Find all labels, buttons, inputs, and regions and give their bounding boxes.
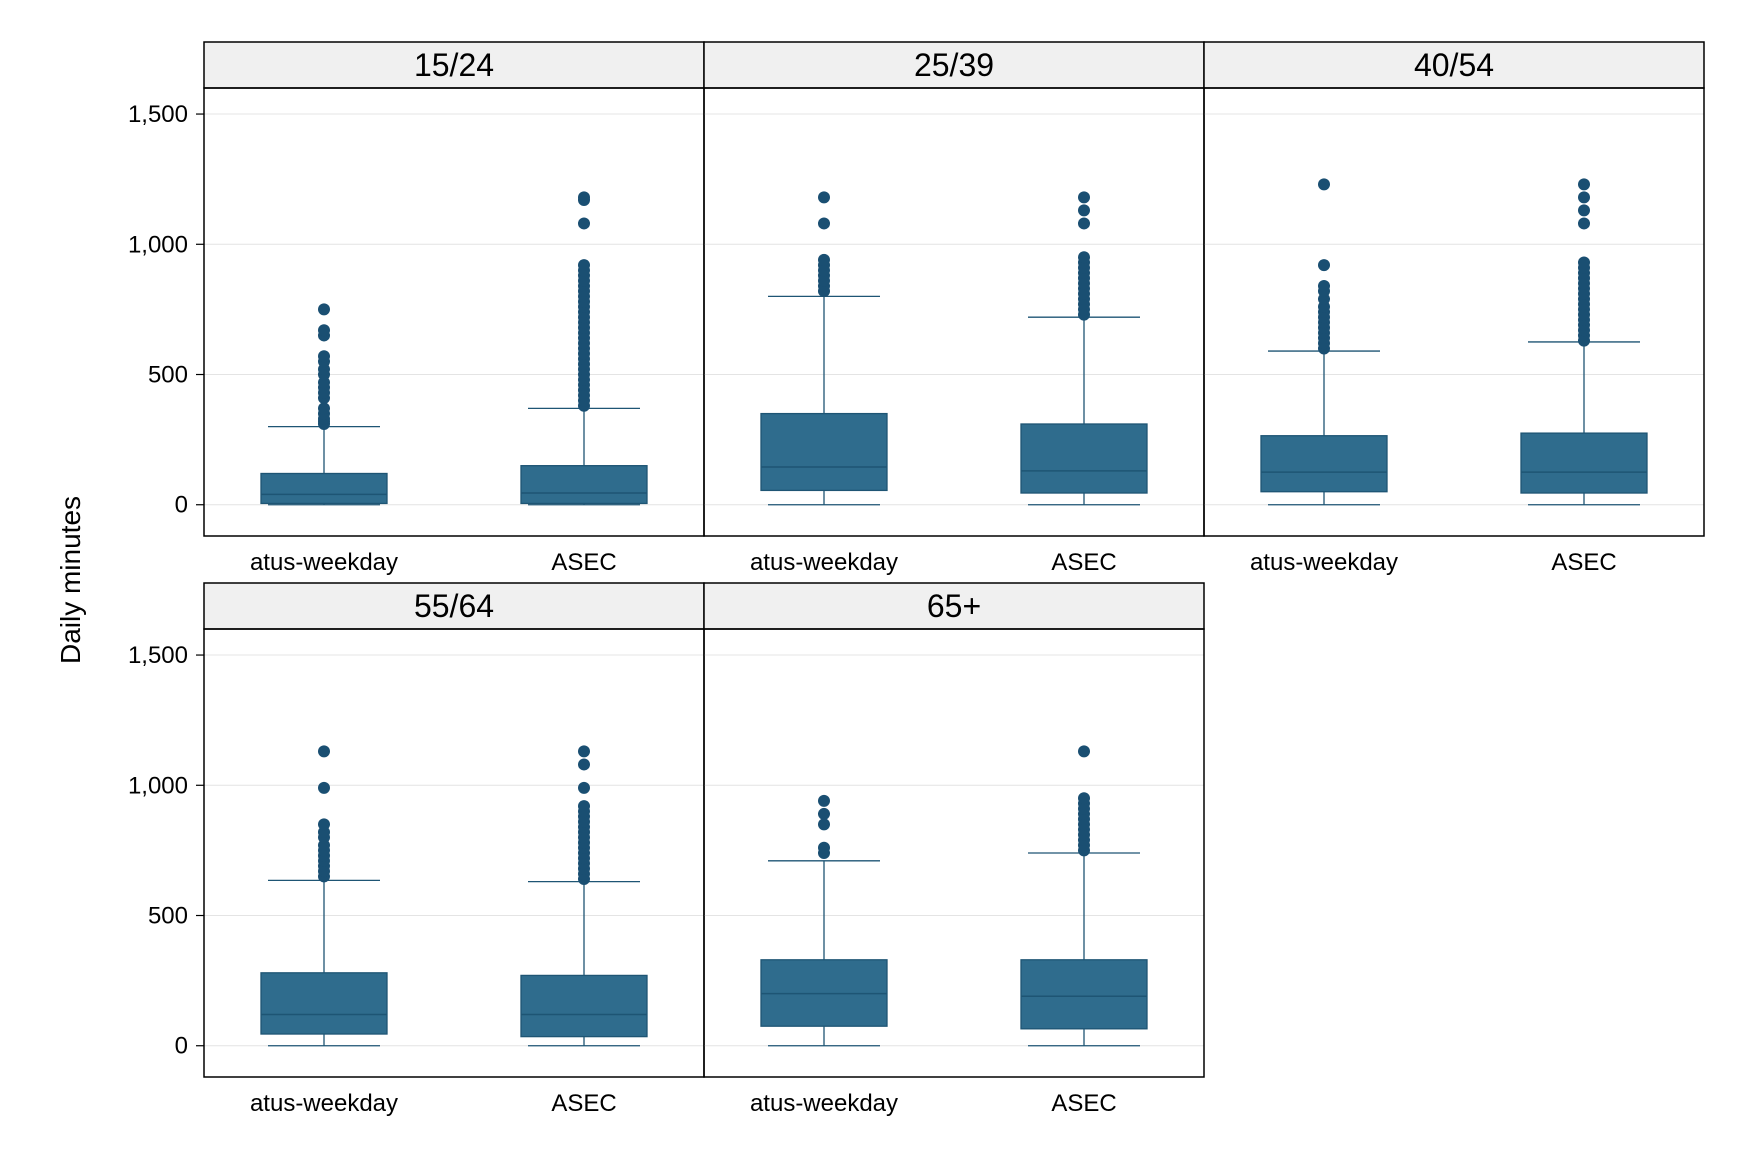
outlier-point xyxy=(578,800,590,813)
outlier-point xyxy=(1318,259,1330,272)
panel-strip xyxy=(203,41,705,89)
outlier-point xyxy=(1078,745,1090,758)
outlier-point xyxy=(1078,251,1090,264)
x-category-label: atus-weekday xyxy=(1250,549,1398,576)
outlier-point xyxy=(818,841,830,854)
iqr-box xyxy=(260,972,388,1035)
outlier-point xyxy=(1078,191,1090,204)
outlier-point xyxy=(578,217,590,230)
box-ASEC xyxy=(1020,745,1148,1047)
outlier-point xyxy=(318,818,330,831)
panel-2: 40/54 atus-weekday ASEC xyxy=(1203,41,1705,576)
outlier-point xyxy=(1318,178,1330,191)
outlier-point xyxy=(818,794,830,807)
outlier-point xyxy=(318,324,330,337)
iqr-box xyxy=(1520,432,1648,494)
y-axis-label: Daily minutes xyxy=(55,496,86,664)
iqr-box xyxy=(1260,435,1388,493)
outlier-point xyxy=(318,781,330,794)
box-atus-weekday xyxy=(260,745,388,1047)
panel-strip xyxy=(703,582,1205,630)
iqr-box xyxy=(760,412,888,492)
outlier-point xyxy=(1078,217,1090,230)
box-atus-weekday xyxy=(1260,178,1388,506)
outlier-point xyxy=(1318,279,1330,292)
iqr-box xyxy=(1020,959,1148,1030)
outlier-point xyxy=(818,818,830,831)
outlier-point xyxy=(1078,204,1090,217)
x-category-label: ASEC xyxy=(1551,549,1616,576)
panel-strip xyxy=(703,41,1205,89)
panel-frame xyxy=(703,628,1205,1078)
outlier-point xyxy=(818,253,830,266)
panel-3: 55/64 0 500 1,000 1,500 atus-weekday ASEC xyxy=(128,582,705,1117)
iqr-box xyxy=(1020,423,1148,494)
panel-4: 65+ atus-weekday ASEC xyxy=(703,582,1205,1117)
outlier-point xyxy=(1578,191,1590,204)
outlier-point xyxy=(1578,178,1590,191)
outlier-point xyxy=(578,758,590,771)
box-ASEC xyxy=(1520,178,1648,506)
panel-title: 15/24 xyxy=(414,47,494,83)
outlier-point xyxy=(818,191,830,204)
panel-title: 65+ xyxy=(927,588,981,624)
outlier-point xyxy=(1578,217,1590,230)
iqr-box xyxy=(520,465,648,505)
outlier-point xyxy=(578,781,590,794)
panel-frame xyxy=(1203,87,1705,537)
x-category-label: atus-weekday xyxy=(750,549,898,576)
y-tick-label: 1,000 xyxy=(128,231,188,258)
outlier-point xyxy=(318,402,330,415)
x-category-label: ASEC xyxy=(1051,549,1116,576)
x-category-label: ASEC xyxy=(1051,1090,1116,1117)
panel-0: 15/24 0 500 1,000 1,500 atus-weekday ASEC xyxy=(128,41,705,576)
x-category-label: ASEC xyxy=(551,549,616,576)
x-category-label: atus-weekday xyxy=(750,1090,898,1117)
iqr-box xyxy=(260,472,388,505)
outlier-point xyxy=(578,259,590,272)
iqr-box xyxy=(520,974,648,1038)
panel-title: 25/39 xyxy=(914,47,994,83)
box-ASEC xyxy=(1020,191,1148,506)
y-tick-label: 500 xyxy=(148,903,188,930)
x-category-label: atus-weekday xyxy=(250,1090,398,1117)
outlier-point xyxy=(1578,204,1590,217)
y-tick-label: 1,500 xyxy=(128,101,188,128)
x-category-label: ASEC xyxy=(551,1090,616,1117)
y-tick-label: 0 xyxy=(175,1033,188,1060)
outlier-point xyxy=(818,807,830,820)
panel-1: 25/39 atus-weekday ASEC xyxy=(703,41,1205,576)
box-ASEC xyxy=(520,191,648,506)
y-tick-label: 1,000 xyxy=(128,772,188,799)
outlier-point xyxy=(1078,792,1090,805)
outlier-point xyxy=(578,745,590,758)
box-atus-weekday xyxy=(760,794,888,1047)
outlier-point xyxy=(318,350,330,363)
panel-title: 55/64 xyxy=(414,588,494,624)
y-tick-label: 500 xyxy=(148,362,188,389)
y-tick-label: 0 xyxy=(175,492,188,519)
outlier-point xyxy=(318,303,330,316)
outlier-point xyxy=(578,191,590,204)
box-ASEC xyxy=(520,745,648,1047)
outlier-point xyxy=(318,745,330,758)
x-category-label: atus-weekday xyxy=(250,549,398,576)
box-atus-weekday xyxy=(760,191,888,506)
panel-title: 40/54 xyxy=(1414,47,1494,83)
box-atus-weekday xyxy=(260,303,388,506)
panel-strip xyxy=(1203,41,1705,89)
outlier-point xyxy=(1578,256,1590,269)
outlier-point xyxy=(818,217,830,230)
y-tick-label: 1,500 xyxy=(128,642,188,669)
